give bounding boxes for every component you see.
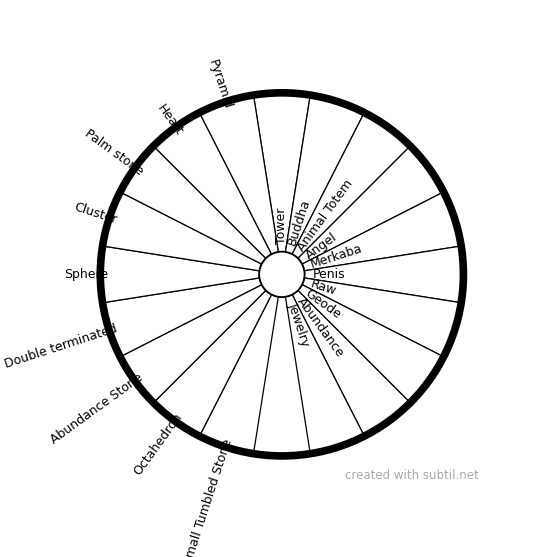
Wedge shape (153, 290, 272, 436)
Text: Palm stone: Palm stone (82, 126, 145, 178)
Text: Geode: Geode (303, 287, 344, 321)
Text: Pyramid: Pyramid (206, 58, 234, 111)
Wedge shape (200, 95, 278, 254)
Wedge shape (102, 192, 262, 271)
Circle shape (100, 93, 464, 456)
Wedge shape (120, 285, 266, 403)
Text: Heart: Heart (154, 102, 185, 138)
Text: Merkaba: Merkaba (309, 242, 364, 271)
Wedge shape (292, 113, 410, 258)
Wedge shape (102, 278, 262, 357)
Wedge shape (285, 295, 364, 454)
Text: Animal Totem: Animal Totem (295, 177, 355, 253)
Wedge shape (153, 113, 272, 258)
Wedge shape (120, 146, 266, 264)
Text: Jewelry: Jewelry (285, 301, 311, 349)
Wedge shape (302, 192, 461, 271)
Wedge shape (298, 285, 444, 403)
Text: Small Tumbled Stone: Small Tumbled Stone (182, 438, 234, 557)
Text: Raw: Raw (309, 277, 338, 298)
Wedge shape (200, 295, 278, 454)
Wedge shape (254, 93, 310, 252)
Wedge shape (285, 95, 364, 254)
Text: Abundance Stone: Abundance Stone (48, 371, 145, 447)
Text: Tower: Tower (276, 207, 288, 244)
Text: Cluster: Cluster (73, 201, 119, 227)
Text: Sphere: Sphere (64, 268, 108, 281)
Text: Penis: Penis (312, 268, 345, 281)
Wedge shape (302, 278, 461, 357)
Text: Angel: Angel (303, 230, 339, 262)
Text: Double terminated: Double terminated (3, 322, 119, 370)
Wedge shape (304, 246, 464, 303)
Text: created with subtil.net: created with subtil.net (345, 468, 479, 482)
Text: Abundance: Abundance (295, 295, 346, 360)
Wedge shape (100, 246, 260, 303)
Text: Octahedron: Octahedron (131, 411, 185, 478)
Wedge shape (298, 146, 444, 264)
Text: Buddha: Buddha (285, 198, 312, 247)
Wedge shape (292, 290, 410, 436)
Circle shape (259, 252, 305, 297)
